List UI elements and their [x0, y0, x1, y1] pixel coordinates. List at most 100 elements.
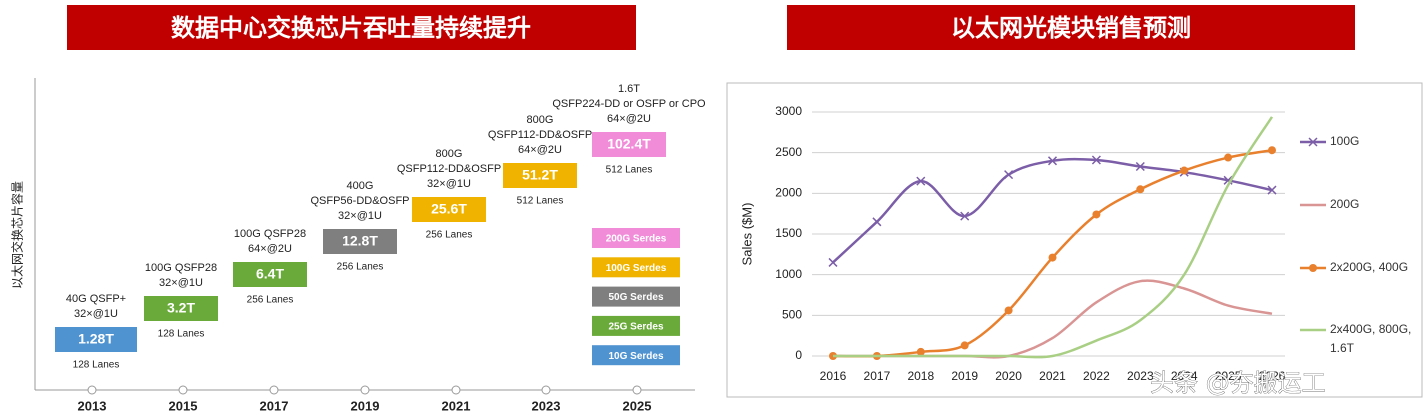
marker [1180, 166, 1189, 175]
series-line [832, 157, 1273, 264]
marker [828, 257, 838, 267]
chip-box [323, 229, 397, 254]
serdes-label: 200G Serdes [606, 234, 667, 245]
year-dot [632, 385, 642, 395]
year-label: 2021 [442, 398, 471, 413]
chip-capacity: 1.28T [78, 331, 114, 347]
x-tick-label: 2025 [1215, 369, 1242, 383]
y-tick-label: 0 [795, 348, 802, 362]
right-title: 以太网光模块销售预测 [951, 14, 1191, 42]
serdes-label: 25G Serdes [608, 322, 663, 333]
serdes-label: 100G Serdes [606, 263, 667, 274]
marker [1048, 253, 1057, 262]
year-dot [269, 385, 279, 395]
legend-label: 100G [1330, 134, 1360, 148]
y-tick-label: 2500 [775, 145, 802, 159]
chip-spec: 32×@1U [159, 277, 203, 289]
marker [1268, 146, 1276, 155]
chip-spec: 32×@1U [74, 308, 118, 320]
chip-spec: 64×@2U [518, 144, 562, 156]
right-banner [787, 5, 1355, 50]
chip-spec: QSFP112-DD&OSFP [488, 129, 592, 141]
y-axis-label: Sales ($M) [739, 203, 754, 266]
x-tick-label: 2018 [907, 369, 934, 383]
marker [1136, 185, 1145, 194]
x-tick-label: 2017 [864, 369, 891, 383]
chip-capacity: 3.2T [167, 300, 195, 316]
x-tick-label: 2020 [995, 369, 1022, 383]
chip-spec: 32×@1U [427, 178, 471, 190]
x-tick-label: 2019 [951, 369, 978, 383]
legend-label: 200G [1330, 197, 1360, 211]
legend-item: 2x200G, 400G [1330, 260, 1408, 274]
marker [872, 217, 882, 227]
left-title: 数据中心交换芯片吞吐量持续提升 [171, 14, 531, 42]
chip-spec: 64×@2U [607, 113, 651, 125]
chip-lanes: 128 Lanes [158, 329, 205, 340]
x-tick-label: 2023 [1127, 369, 1154, 383]
series-line [832, 148, 1273, 358]
marker [916, 176, 926, 186]
chip-spec: 100G QSFP28 [234, 228, 306, 240]
year-label: 2023 [532, 398, 561, 413]
serdes-box [592, 228, 680, 248]
chip-spec: QSFP56-DD&OSFP [310, 195, 409, 207]
legend-item: 100G [1330, 134, 1360, 148]
chip-capacity: 102.4T [607, 136, 651, 152]
marker [1091, 155, 1101, 165]
serdes-box [592, 315, 680, 336]
year-label: 2015 [169, 398, 198, 413]
chip-lanes: 256 Lanes [337, 262, 384, 273]
chip-lanes: 512 Lanes [606, 165, 653, 176]
chip-lanes: 128 Lanes [73, 360, 120, 371]
y-tick-label: 500 [782, 308, 802, 322]
year-dot [87, 385, 97, 395]
left-y-label: 以太网交换芯片容量 [10, 181, 25, 289]
serdes-label: 10G Serdes [608, 351, 663, 362]
y-tick-label: 1000 [775, 267, 802, 281]
chip-spec: 100G QSFP28 [145, 262, 217, 274]
chip-spec: 64×@2U [248, 243, 292, 255]
marker [916, 347, 925, 356]
chip-box [592, 132, 666, 157]
marker [1092, 210, 1101, 219]
year-dot [360, 385, 370, 395]
x-tick-label: 2021 [1039, 369, 1066, 383]
chip-box [55, 327, 137, 352]
chip-capacity: 51.2T [522, 167, 558, 183]
year-label: 2017 [260, 398, 289, 413]
chip-box [503, 163, 577, 188]
serdes-label: 50G Serdes [608, 292, 663, 303]
left-banner [67, 5, 636, 50]
marker [1004, 170, 1014, 180]
y-tick-label: 3000 [775, 104, 802, 118]
year-dot [541, 385, 551, 395]
chip-capacity: 6.4T [256, 266, 284, 282]
chip-spec: 800G [436, 148, 463, 160]
chip-box [233, 262, 307, 287]
legend-label: 2x400G, 800G, 1.6T [1330, 322, 1412, 355]
chart-frame [726, 82, 1423, 398]
chip-lanes: 256 Lanes [247, 295, 294, 306]
chip-spec: 32×@1U [338, 210, 382, 222]
x-tick-label: 2026 [1259, 369, 1286, 383]
marker [1135, 161, 1145, 172]
chip-spec: 40G QSFP+ [66, 293, 126, 305]
year-label: 2013 [78, 398, 107, 413]
x-tick-label: 2022 [1083, 369, 1110, 383]
y-tick-label: 2000 [775, 186, 802, 200]
marker [1047, 156, 1058, 166]
chip-lanes: 256 Lanes [426, 230, 473, 241]
chip-capacity: 12.8T [342, 233, 378, 249]
marker [960, 341, 969, 350]
series-line [833, 116, 1274, 359]
serdes-box [592, 345, 680, 366]
legend-item: 2x400G, 800G, 1.6T [1330, 322, 1412, 355]
chip-spec: 800G [527, 114, 554, 126]
legend-item: 200G [1330, 197, 1360, 211]
year-dot [178, 385, 188, 395]
legend-marker [1309, 264, 1317, 272]
marker [960, 211, 970, 221]
x-tick-label: 2016 [820, 369, 847, 383]
